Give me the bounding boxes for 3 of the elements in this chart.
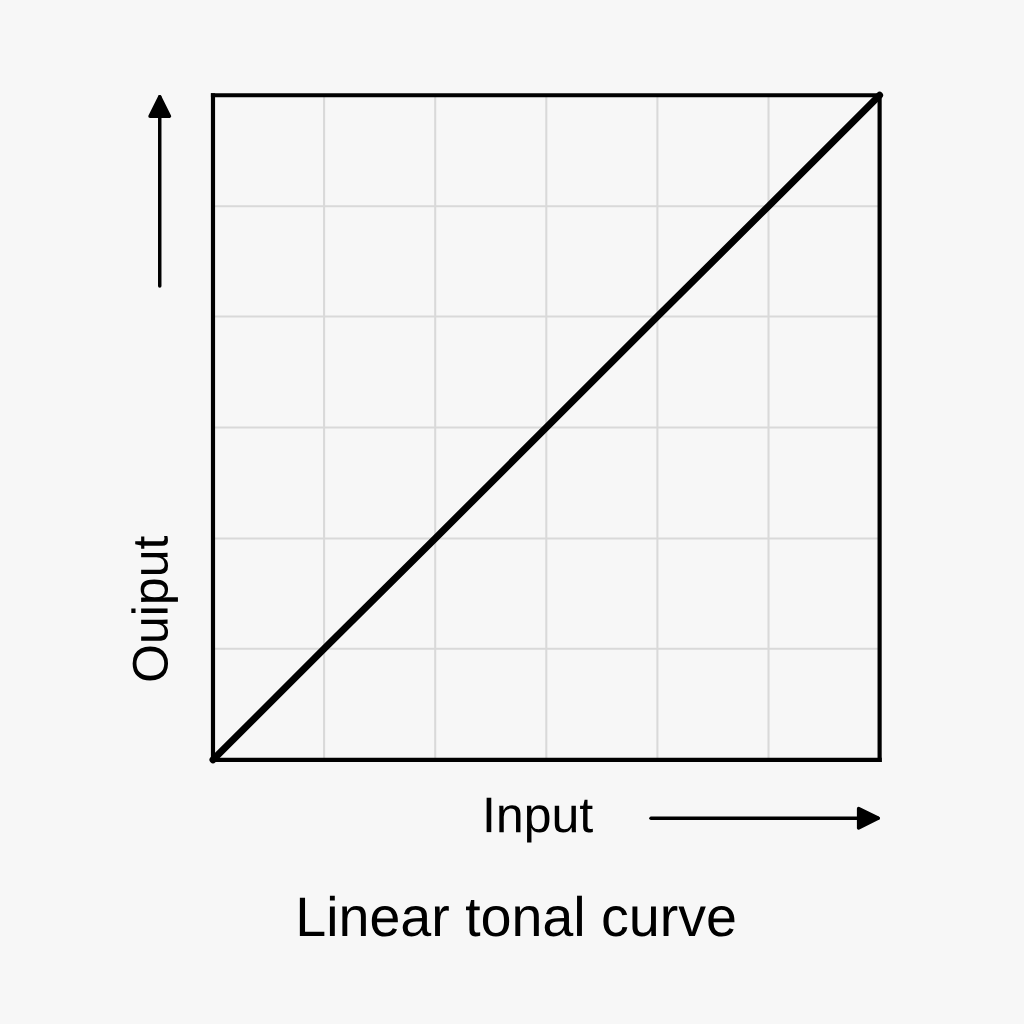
text: Linear tonal curve [299,895,735,937]
x-axis-title: Input [486,797,593,843]
y-axis-title: Ouiput [131,535,178,681]
